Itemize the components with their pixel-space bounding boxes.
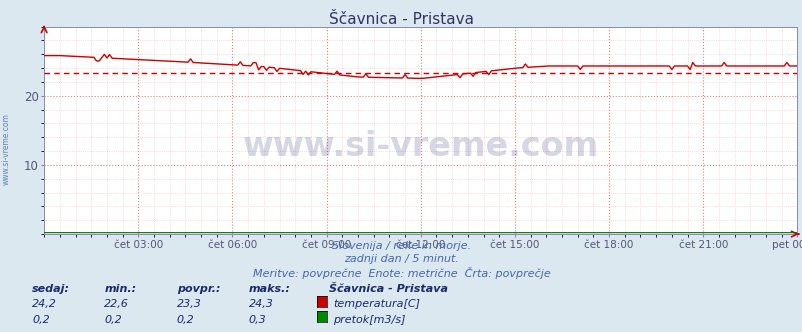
Text: povpr.:: povpr.: <box>176 284 220 294</box>
Text: www.si-vreme.com: www.si-vreme.com <box>242 130 598 163</box>
Text: Ščavnica - Pristava: Ščavnica - Pristava <box>329 12 473 27</box>
Text: temperatura[C]: temperatura[C] <box>333 299 419 309</box>
Text: Ščavnica - Pristava: Ščavnica - Pristava <box>329 284 448 294</box>
Text: maks.:: maks.: <box>249 284 290 294</box>
Text: www.si-vreme.com: www.si-vreme.com <box>2 114 11 185</box>
Text: 23,3: 23,3 <box>176 299 201 309</box>
Text: 24,2: 24,2 <box>32 299 57 309</box>
Text: 0,3: 0,3 <box>249 315 266 325</box>
Text: 0,2: 0,2 <box>104 315 122 325</box>
Text: 0,2: 0,2 <box>176 315 194 325</box>
Text: Meritve: povprečne  Enote: metrične  Črta: povprečje: Meritve: povprečne Enote: metrične Črta:… <box>253 267 549 279</box>
Text: Slovenija / reke in morje.: Slovenija / reke in morje. <box>331 241 471 251</box>
Text: 0,2: 0,2 <box>32 315 50 325</box>
Text: 24,3: 24,3 <box>249 299 273 309</box>
Text: sedaj:: sedaj: <box>32 284 70 294</box>
Text: pretok[m3/s]: pretok[m3/s] <box>333 315 405 325</box>
Text: 22,6: 22,6 <box>104 299 129 309</box>
Text: min.:: min.: <box>104 284 136 294</box>
Text: zadnji dan / 5 minut.: zadnji dan / 5 minut. <box>343 254 459 264</box>
